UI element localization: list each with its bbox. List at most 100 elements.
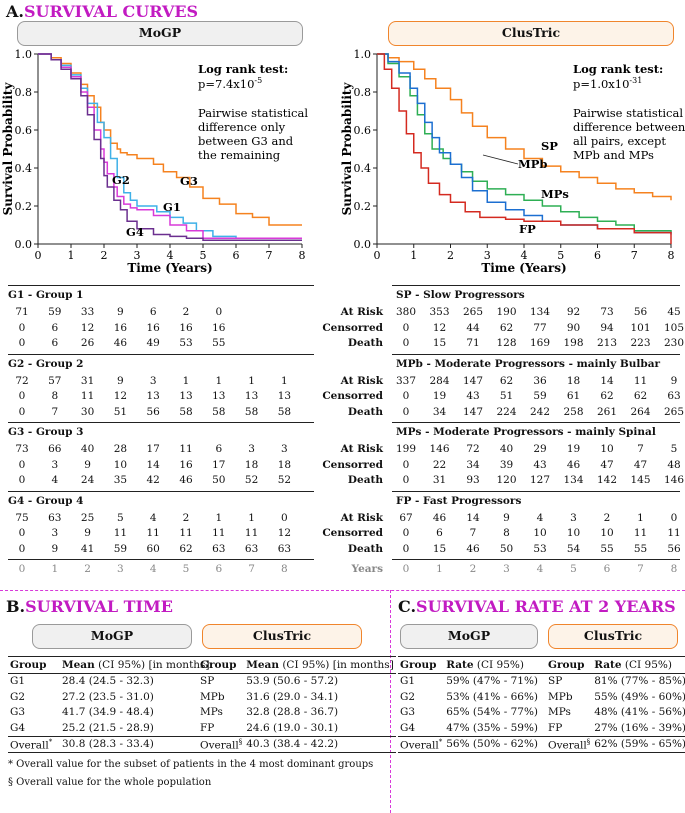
risk-divider — [8, 559, 314, 560]
risk-cell: 14 — [146, 458, 160, 471]
year-label: 7 — [248, 563, 255, 575]
x-tick-label: 0 — [374, 249, 381, 262]
risk-cell: 9 — [503, 511, 510, 524]
x-tick-label: 4 — [167, 249, 174, 262]
year-label: 0 — [18, 563, 26, 575]
series-label-mpb: MPb — [518, 157, 547, 171]
section-a-title: A.SURVIVAL CURVES — [6, 2, 199, 21]
risk-cell: 9 — [117, 374, 124, 387]
risk-cell: 19 — [566, 443, 581, 455]
mogp-header: MoGP — [17, 21, 303, 46]
risk-cell: 6 — [436, 527, 443, 539]
risk-cell: 73 — [15, 443, 29, 455]
risk-cell: 0 — [402, 405, 410, 418]
y-tick-label: 0.2 — [15, 200, 33, 213]
b-clustric-header: ClusTric — [202, 624, 362, 649]
series-label-g3: G3 — [180, 174, 198, 188]
risk-cell: 44 — [466, 321, 480, 334]
year-label: 2 — [84, 563, 91, 575]
risk-cell: 31 — [80, 374, 95, 387]
risk-cell: 11 — [146, 527, 160, 539]
series-label-mps: MPs — [541, 187, 569, 201]
risk-cell: 46 — [466, 542, 480, 555]
risk-cell: 63 — [667, 390, 681, 402]
risk-cell: 25 — [80, 511, 95, 524]
risk-cell: 9 — [117, 306, 124, 318]
risk-cell: 7 — [637, 443, 644, 455]
risk-group-title: G3 - Group 3 — [8, 426, 84, 438]
risk-row-label: At Risk — [340, 374, 383, 387]
table-row: SP 81% (77% - 85%) — [548, 675, 685, 688]
risk-cell: 10 — [566, 527, 581, 539]
x-tick-label: 5 — [200, 249, 207, 262]
risk-cell: 58 — [212, 405, 226, 418]
risk-cell: 8 — [51, 390, 59, 402]
risk-cell: 0 — [18, 542, 26, 555]
risk-cell: 67 — [399, 511, 413, 524]
risk-cell: 24 — [80, 474, 95, 486]
risk-cell: 18 — [566, 374, 581, 387]
risk-cell: 26 — [80, 337, 95, 349]
risk-cell: 40 — [499, 443, 514, 455]
risk-cell: 34 — [432, 405, 447, 418]
x-tick-label: 3 — [134, 249, 141, 262]
risk-cell: 90 — [566, 321, 581, 334]
risk-cell: 60 — [146, 542, 160, 555]
risk-cell: 9 — [51, 542, 59, 555]
overall-row: Overall§ 62% (59% - 65%) — [546, 736, 685, 753]
series-label-sp: SP — [541, 139, 558, 153]
risk-group-title: G2 - Group 2 — [8, 357, 84, 370]
risk-row-label: Censorred — [322, 321, 383, 334]
risk-cell: 28 — [113, 443, 128, 455]
year-label: 1 — [436, 563, 443, 575]
section-divider — [0, 590, 685, 591]
risk-cell: 0 — [18, 458, 26, 471]
risk-cell: 18 — [277, 458, 292, 471]
y-tick-label: 0.0 — [354, 238, 372, 251]
risk-cell: 50 — [212, 474, 226, 486]
risk-cell: 265 — [663, 405, 685, 418]
risk-cell: 6 — [51, 321, 59, 334]
risk-cell: 52 — [244, 474, 259, 486]
risk-cell: 198 — [563, 337, 584, 349]
risk-cell: 34 — [466, 458, 480, 471]
risk-cell: 147 — [462, 405, 484, 418]
series-label-fp: FP — [519, 222, 536, 236]
risk-cell: 9 — [84, 527, 91, 539]
risk-cell: 1 — [182, 374, 190, 387]
risk-cell: 353 — [429, 306, 450, 318]
risk-cell: 230 — [663, 337, 685, 349]
risk-cell: 4 — [149, 511, 157, 524]
risk-group-title: MPs - Moderate Progressors - mainly Spin… — [396, 426, 656, 438]
risk-cell: 6 — [215, 443, 223, 455]
table-header-row: Group Rate (CI 95%) — [546, 656, 685, 673]
year-label: 0 — [402, 563, 410, 575]
series-line-fp — [377, 53, 672, 244]
risk-cell: 55 — [633, 542, 648, 555]
risk-divider — [392, 490, 680, 492]
risk-cell: 62 — [499, 321, 514, 334]
series-line-g2 — [38, 53, 302, 240]
risk-cell: 29 — [533, 443, 547, 455]
x-axis-label: Time (Years) — [481, 261, 566, 275]
risk-cell: 45 — [667, 306, 681, 318]
table-row: SP 53.9 (50.6 - 57.2) — [200, 675, 339, 688]
risk-cell: 71 — [466, 337, 480, 349]
risk-cell: 134 — [529, 306, 551, 318]
y-tick-label: 0.4 — [15, 162, 33, 175]
risk-cell: 16 — [212, 321, 226, 334]
x-tick-label: 2 — [101, 249, 108, 262]
risk-cell: 72 — [15, 374, 29, 387]
risk-cell: 71 — [15, 306, 29, 318]
table-header-row: Group Mean (CI 95%) [in months] — [8, 656, 212, 673]
risk-cell: 0 — [281, 511, 288, 524]
risk-cell: 62 — [499, 374, 514, 387]
risk-cell: 49 — [146, 337, 160, 349]
x-tick-label: 0 — [35, 249, 42, 262]
y-tick-label: 1.0 — [15, 48, 33, 61]
risk-cell: 224 — [496, 405, 517, 418]
year-label: 3 — [117, 563, 124, 575]
risk-cell: 11 — [667, 527, 681, 539]
table-row: G1 28.4 (24.5 - 32.3) — [10, 675, 154, 688]
risk-cell: 62 — [600, 390, 614, 402]
